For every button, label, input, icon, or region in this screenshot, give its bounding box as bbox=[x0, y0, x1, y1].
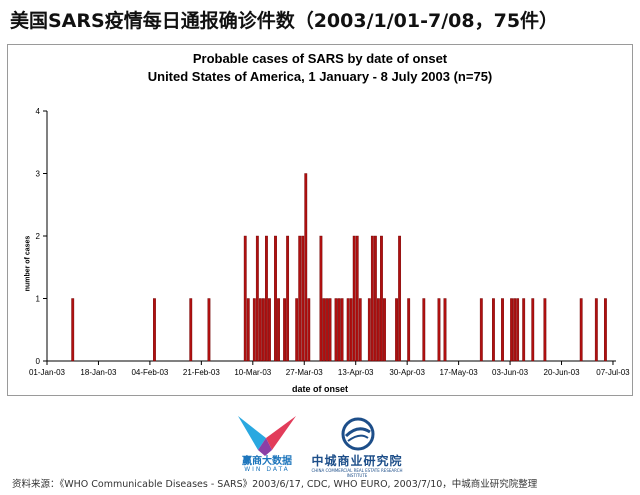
bar bbox=[367, 298, 371, 362]
bar bbox=[258, 298, 262, 362]
bar bbox=[298, 235, 302, 362]
bar bbox=[358, 298, 362, 362]
bar bbox=[383, 298, 386, 362]
bar bbox=[274, 235, 277, 362]
bar bbox=[443, 298, 447, 362]
x-tick-label: 20-Jun-03 bbox=[544, 368, 581, 377]
page-title: 美国SARS疫情每日通报确诊件数（2003/1/01-7/08，75件） bbox=[10, 10, 559, 32]
bar bbox=[189, 298, 193, 362]
research-institute-logo-subtext: CHINA COMMERCIAL REAL ESTATE RESEARCH IN… bbox=[311, 468, 403, 478]
win-data-logo-icon bbox=[238, 416, 296, 456]
bar bbox=[322, 298, 326, 362]
y-tick-label: 3 bbox=[36, 170, 41, 179]
x-tick-label: 21-Feb-03 bbox=[183, 368, 220, 377]
chart-subtitle: United States of America, 1 January - 8 … bbox=[147, 69, 493, 84]
bar bbox=[349, 298, 353, 362]
bar bbox=[319, 235, 323, 362]
bar bbox=[352, 235, 356, 362]
bar bbox=[340, 298, 344, 362]
source-note: 资料来源：《WHO Communicable Diseases - SARS》2… bbox=[12, 479, 538, 490]
bar bbox=[377, 298, 380, 362]
bar bbox=[346, 298, 350, 362]
research-institute-logo-text: 中城商业研究院 bbox=[311, 454, 403, 468]
bar bbox=[337, 298, 341, 362]
y-tick-label: 1 bbox=[36, 295, 41, 304]
win-data-logo-text: 赢商大数据 bbox=[242, 456, 292, 467]
bar bbox=[325, 298, 329, 362]
research-institute-logo-icon bbox=[341, 417, 375, 451]
bar bbox=[328, 298, 332, 362]
bar bbox=[355, 235, 359, 362]
bar bbox=[370, 235, 374, 362]
bar bbox=[501, 298, 504, 362]
bar bbox=[334, 298, 338, 362]
x-tick-label: 01-Jan-03 bbox=[29, 368, 66, 377]
x-tick-label: 18-Jan-03 bbox=[80, 368, 117, 377]
bar bbox=[265, 235, 268, 362]
bar bbox=[373, 235, 377, 362]
x-axis-label: date of onset bbox=[291, 384, 348, 394]
bar bbox=[283, 298, 286, 362]
bar bbox=[295, 298, 299, 362]
win-data-logo-subtext: WIN DATA bbox=[244, 466, 290, 473]
bar bbox=[301, 235, 305, 362]
chart-title: Probable cases of SARS by date of onset bbox=[192, 51, 448, 66]
bar bbox=[153, 298, 156, 362]
bar bbox=[522, 298, 526, 362]
x-tick-label: 13-Apr-03 bbox=[338, 368, 374, 377]
bar bbox=[543, 298, 547, 362]
bar bbox=[243, 235, 247, 362]
bar bbox=[261, 298, 265, 362]
bar bbox=[531, 298, 535, 362]
x-tick-label: 04-Feb-03 bbox=[131, 368, 168, 377]
y-tick-label: 0 bbox=[36, 357, 41, 366]
bar bbox=[380, 235, 383, 362]
bar bbox=[579, 298, 583, 362]
x-tick-label: 10-Mar-03 bbox=[234, 368, 271, 377]
bar bbox=[479, 298, 483, 362]
x-tick-label: 17-May-03 bbox=[439, 368, 478, 377]
x-tick-label: 03-Jun-03 bbox=[492, 368, 529, 377]
bar bbox=[286, 235, 290, 362]
bar bbox=[422, 298, 426, 362]
y-tick-label: 2 bbox=[36, 232, 41, 241]
bar bbox=[71, 298, 75, 362]
x-tick-label: 30-Apr-03 bbox=[389, 368, 425, 377]
bar bbox=[603, 298, 607, 362]
chart-panel: Probable cases of SARS by date of onset … bbox=[7, 44, 633, 396]
bar bbox=[510, 298, 513, 362]
bar bbox=[594, 298, 598, 362]
bar bbox=[407, 298, 411, 362]
x-tick-label: 07-Jul-03 bbox=[596, 368, 630, 377]
bar bbox=[304, 173, 308, 362]
bar bbox=[395, 298, 398, 362]
bar bbox=[246, 298, 250, 362]
bar bbox=[437, 298, 441, 362]
bar bbox=[277, 298, 280, 362]
bar bbox=[516, 298, 520, 362]
bar bbox=[492, 298, 495, 362]
y-axis-label: number of cases bbox=[24, 235, 32, 292]
chart-plot: 0 1 2 3 4 01-Jan-03 18-Jan-03 04-Feb-03 21-Feb-0… bbox=[29, 107, 630, 377]
bar bbox=[207, 298, 211, 362]
bar bbox=[255, 235, 259, 362]
y-tick-label: 4 bbox=[36, 107, 41, 116]
bar bbox=[307, 298, 311, 362]
bar bbox=[252, 298, 256, 362]
x-tick-label: 27-Mar-03 bbox=[286, 368, 323, 377]
bar bbox=[268, 298, 271, 362]
bar bbox=[398, 235, 402, 362]
bar bbox=[513, 298, 517, 362]
